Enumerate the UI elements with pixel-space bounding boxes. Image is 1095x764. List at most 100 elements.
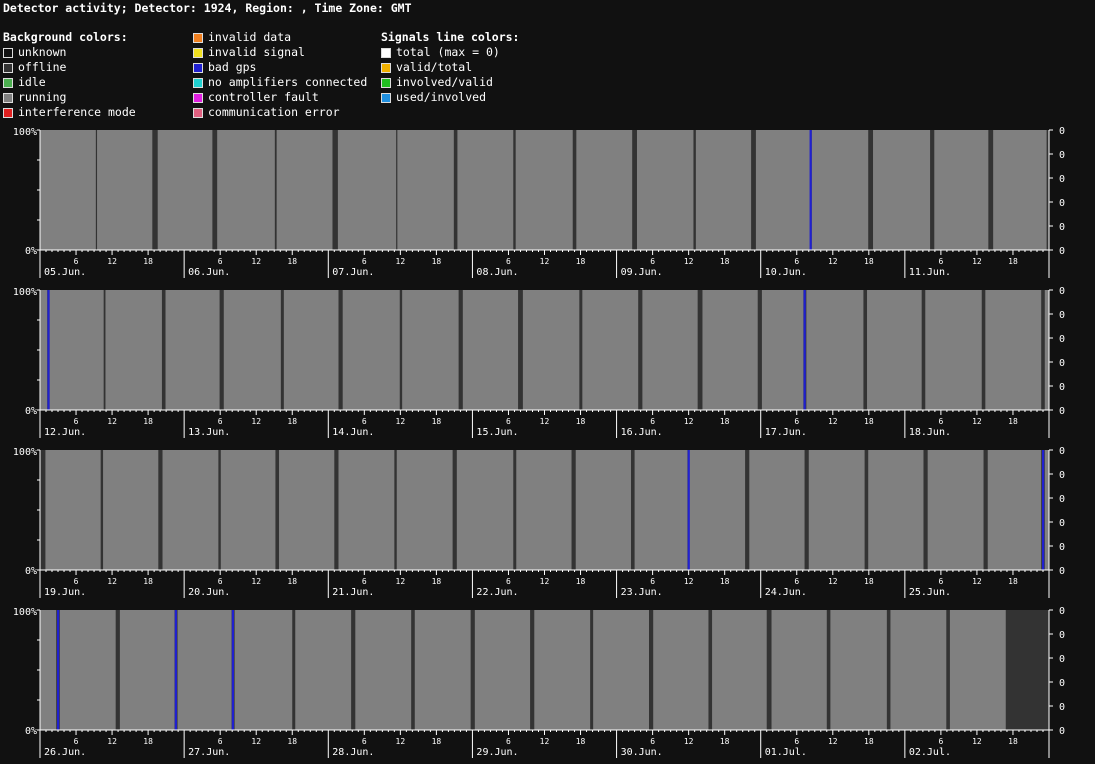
legend-label: total (max = 0)	[396, 45, 500, 59]
day-label: 11.Jun.	[909, 267, 951, 278]
running-segment	[105, 290, 162, 410]
legend-item-interference-mode: interference mode	[3, 105, 136, 120]
hour-tick-label: 18	[720, 257, 730, 266]
day-label: 25.Jun.	[909, 587, 951, 598]
day-label: 09.Jun.	[621, 267, 663, 278]
hour-tick-label: 12	[828, 577, 838, 586]
running-segment	[867, 290, 922, 410]
running-segment	[119, 610, 175, 730]
running-segment	[157, 130, 213, 250]
running-segment	[279, 450, 335, 570]
day-label: 15.Jun.	[476, 427, 518, 438]
bad-gps-marker	[57, 610, 60, 730]
day-label: 29.Jun.	[476, 747, 518, 758]
legend-swatch	[193, 47, 203, 58]
running-segment	[402, 290, 459, 410]
legend-label: invalid data	[208, 30, 292, 44]
hour-tick-label: 12	[684, 737, 694, 746]
legend-swatch	[193, 92, 203, 103]
legend-item-idle: idle	[3, 75, 136, 90]
page-title: Detector activity; Detector: 1924, Regio…	[3, 1, 412, 15]
hour-tick-label: 18	[576, 737, 586, 746]
running-segment	[771, 610, 827, 730]
right-axis-label: 0	[1059, 334, 1065, 345]
y-label-min: 0%	[25, 406, 37, 417]
bad-gps-marker	[809, 130, 812, 250]
hour-tick-label: 12	[251, 257, 261, 266]
bad-gps-marker	[47, 290, 50, 410]
signals-legend-title: Signals line colors:	[381, 30, 520, 44]
hour-tick-label: 12	[828, 737, 838, 746]
legend-item-communication-error: communication error	[193, 105, 367, 120]
running-segment	[949, 610, 1006, 730]
hour-tick-label: 18	[432, 417, 442, 426]
hour-tick-label: 18	[1008, 737, 1018, 746]
hour-tick-label: 12	[107, 737, 117, 746]
bad-gps-marker	[174, 610, 177, 730]
hour-tick-label: 6	[650, 577, 655, 586]
running-segment	[830, 610, 887, 730]
hour-tick-label: 12	[396, 417, 406, 426]
hour-tick-label: 18	[1008, 417, 1018, 426]
y-label-max: 100%	[13, 447, 37, 458]
running-segment	[234, 610, 293, 730]
hour-tick-label: 6	[362, 577, 367, 586]
right-axis-label: 0	[1059, 678, 1065, 689]
legend-item-used-involved: used/involved	[381, 90, 519, 105]
day-label: 21.Jun.	[332, 587, 374, 598]
right-axis-label: 0	[1059, 726, 1065, 737]
right-axis-label: 0	[1059, 494, 1065, 505]
hour-tick-label: 12	[107, 577, 117, 586]
legend-label: interference mode	[18, 105, 136, 119]
right-axis-label: 0	[1059, 566, 1065, 577]
running-segment	[355, 610, 412, 730]
hour-tick-label: 18	[576, 417, 586, 426]
hour-tick-label: 12	[251, 737, 261, 746]
running-segment	[749, 450, 805, 570]
running-segment	[223, 290, 281, 410]
legend-label: used/involved	[396, 90, 487, 104]
legend-label: no amplifiers connected	[208, 75, 368, 89]
running-segment	[45, 450, 101, 570]
right-axis-label: 0	[1059, 174, 1065, 185]
hour-tick-label: 18	[143, 257, 153, 266]
running-segment	[890, 610, 947, 730]
day-label: 26.Jun.	[44, 747, 86, 758]
running-segment	[712, 610, 767, 730]
running-segment	[522, 290, 580, 410]
hour-tick-label: 6	[794, 257, 799, 266]
running-segment	[634, 450, 688, 570]
hour-tick-label: 18	[287, 257, 297, 266]
legend-swatch	[381, 62, 391, 73]
day-label: 02.Jul.	[909, 747, 951, 758]
hour-tick-label: 18	[720, 737, 730, 746]
hour-tick-label: 6	[74, 257, 79, 266]
running-segment	[873, 130, 931, 250]
running-segment	[295, 610, 352, 730]
legend-item-invalid-data: invalid data	[193, 30, 367, 45]
running-segment	[925, 290, 982, 410]
running-segment	[806, 290, 864, 410]
hour-tick-label: 12	[540, 577, 550, 586]
day-label: 08.Jun.	[476, 267, 518, 278]
hour-tick-label: 6	[938, 577, 943, 586]
running-segment	[283, 290, 339, 410]
right-axis-label: 0	[1059, 406, 1065, 417]
day-label: 22.Jun.	[476, 587, 518, 598]
hour-tick-label: 18	[1008, 577, 1018, 586]
day-label: 19.Jun.	[44, 587, 86, 598]
legend-label: invalid signal	[208, 45, 305, 59]
day-label: 01.Jul.	[765, 747, 807, 758]
day-label: 05.Jun.	[44, 267, 86, 278]
hour-tick-label: 18	[864, 737, 874, 746]
hour-tick-label: 6	[506, 577, 511, 586]
hour-tick-label: 6	[938, 737, 943, 746]
hour-tick-label: 6	[362, 257, 367, 266]
running-segment	[462, 290, 519, 410]
hour-tick-label: 12	[684, 577, 694, 586]
hour-tick-label: 18	[720, 577, 730, 586]
hour-tick-label: 12	[972, 737, 982, 746]
running-segment	[396, 450, 453, 570]
hour-tick-label: 18	[287, 577, 297, 586]
